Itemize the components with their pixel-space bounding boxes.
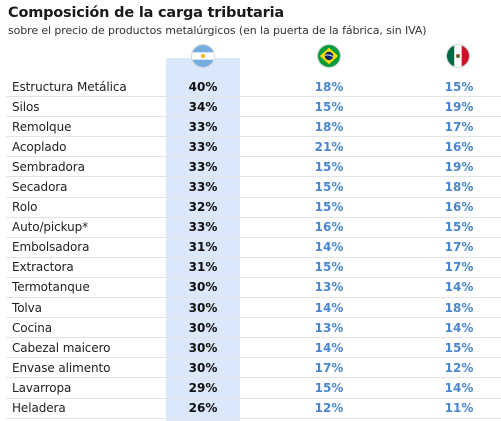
product-name: Tolva	[12, 300, 42, 315]
table-row: Heladera 26% 12% 11%	[6, 399, 501, 419]
mexico-value: 16%	[444, 200, 474, 215]
mexico-flag-icon	[446, 44, 470, 68]
table-row: Termotanque 30% 13% 14%	[6, 278, 501, 299]
product-name: Remolque	[12, 119, 72, 134]
product-name: Cocina	[12, 320, 53, 335]
product-name: Auto/pickup*	[12, 220, 89, 235]
brazil-value: 18%	[314, 79, 344, 94]
argentina-value: 33%	[188, 220, 218, 235]
mexico-value: 17%	[444, 260, 474, 275]
mexico-value: 17%	[444, 240, 474, 255]
argentina-value: 26%	[188, 401, 218, 416]
table-row: Sembradora 33% 15% 19%	[6, 157, 501, 178]
brazil-value: 13%	[314, 280, 344, 295]
mexico-value: 15%	[444, 79, 474, 94]
argentina-value: 30%	[188, 300, 218, 315]
argentina-flag-icon	[191, 44, 215, 68]
brazil-value: 17%	[314, 360, 344, 375]
table-row: Auto/pickup* 33% 16% 15%	[6, 218, 501, 238]
brazil-value: 12%	[314, 401, 344, 416]
brazil-value: 21%	[314, 139, 344, 154]
table-row: Silos 34% 15% 19%	[6, 97, 501, 118]
mexico-value: 19%	[444, 99, 474, 114]
mexico-value: 12%	[444, 360, 474, 375]
brazil-value: 18%	[314, 119, 344, 134]
brazil-value: 14%	[314, 300, 344, 315]
table-row: Cocina 30% 13% 14%	[6, 318, 501, 339]
argentina-value: 30%	[188, 280, 218, 295]
brazil-value: 14%	[314, 240, 344, 255]
table-row: Rolo 32% 15% 16%	[6, 198, 501, 218]
chart-subtitle: sobre el precio de productos metalúrgico…	[8, 24, 427, 37]
product-name: Acoplado	[12, 139, 67, 154]
product-name: Secadora	[12, 180, 68, 195]
product-name: Envase alimento	[12, 360, 111, 375]
brazil-value: 15%	[314, 159, 344, 174]
mexico-value: 17%	[444, 119, 474, 134]
mexico-value: 15%	[444, 220, 474, 235]
mexico-value: 14%	[444, 380, 474, 395]
mexico-value: 14%	[444, 320, 474, 335]
table-row: Envase alimento 30% 17% 12%	[6, 358, 501, 379]
mexico-value: 11%	[444, 401, 474, 416]
product-name: Heladera	[12, 401, 66, 416]
brazil-value: 14%	[314, 340, 344, 355]
product-name: Rolo	[12, 200, 38, 215]
argentina-value: 29%	[188, 380, 218, 395]
brazil-value: 13%	[314, 320, 344, 335]
argentina-value: 33%	[188, 159, 218, 174]
mexico-value: 14%	[444, 280, 474, 295]
table-row: Remolque 33% 18% 17%	[6, 117, 501, 138]
argentina-value: 30%	[188, 320, 218, 335]
brazil-value: 15%	[314, 380, 344, 395]
argentina-value: 30%	[188, 340, 218, 355]
brazil-flag-icon	[317, 44, 341, 68]
mexico-value: 18%	[444, 180, 474, 195]
product-name: Embolsadora	[12, 240, 90, 255]
product-name: Sembradora	[12, 159, 85, 174]
brazil-value: 15%	[314, 260, 344, 275]
table-row: Secadora 33% 15% 18%	[6, 177, 501, 198]
mexico-value: 16%	[444, 139, 474, 154]
argentina-value: 31%	[188, 240, 218, 255]
table-row: Tolva 30% 14% 18%	[6, 298, 501, 319]
argentina-value: 34%	[188, 99, 218, 114]
mexico-value: 18%	[444, 300, 474, 315]
brazil-value: 15%	[314, 180, 344, 195]
product-name: Estructura Metálica	[12, 79, 127, 94]
tax-burden-table: Estructura Metálica 40% 18% 15% Silos 34% 15% 1…	[6, 77, 501, 419]
table-row: Acoplado 33% 21% 16%	[6, 137, 501, 158]
product-name: Cabezal maicero	[12, 340, 111, 355]
chart-title: Composición de la carga tributaria	[8, 5, 284, 21]
argentina-value: 33%	[188, 180, 218, 195]
brazil-value: 15%	[314, 200, 344, 215]
product-name: Silos	[12, 99, 40, 114]
product-name: Termotanque	[12, 280, 90, 295]
table-row: Extractora 31% 15% 17%	[6, 258, 501, 278]
table-row: Lavarropa 29% 15% 14%	[6, 378, 501, 399]
mexico-value: 15%	[444, 340, 474, 355]
argentina-column-highlight	[166, 58, 240, 421]
table-row: Embolsadora 31% 14% 17%	[6, 238, 501, 258]
product-name: Extractora	[12, 260, 74, 275]
argentina-value: 32%	[188, 200, 218, 215]
product-name: Lavarropa	[12, 380, 72, 395]
table-row: Estructura Metálica 40% 18% 15%	[6, 77, 501, 98]
argentina-value: 30%	[188, 360, 218, 375]
table-row: Cabezal maicero 30% 14% 15%	[6, 338, 501, 359]
brazil-value: 15%	[314, 99, 344, 114]
argentina-value: 33%	[188, 139, 218, 154]
mexico-value: 19%	[444, 159, 474, 174]
argentina-value: 31%	[188, 260, 218, 275]
brazil-value: 16%	[314, 220, 344, 235]
argentina-value: 33%	[188, 119, 218, 134]
argentina-value: 40%	[188, 79, 218, 94]
